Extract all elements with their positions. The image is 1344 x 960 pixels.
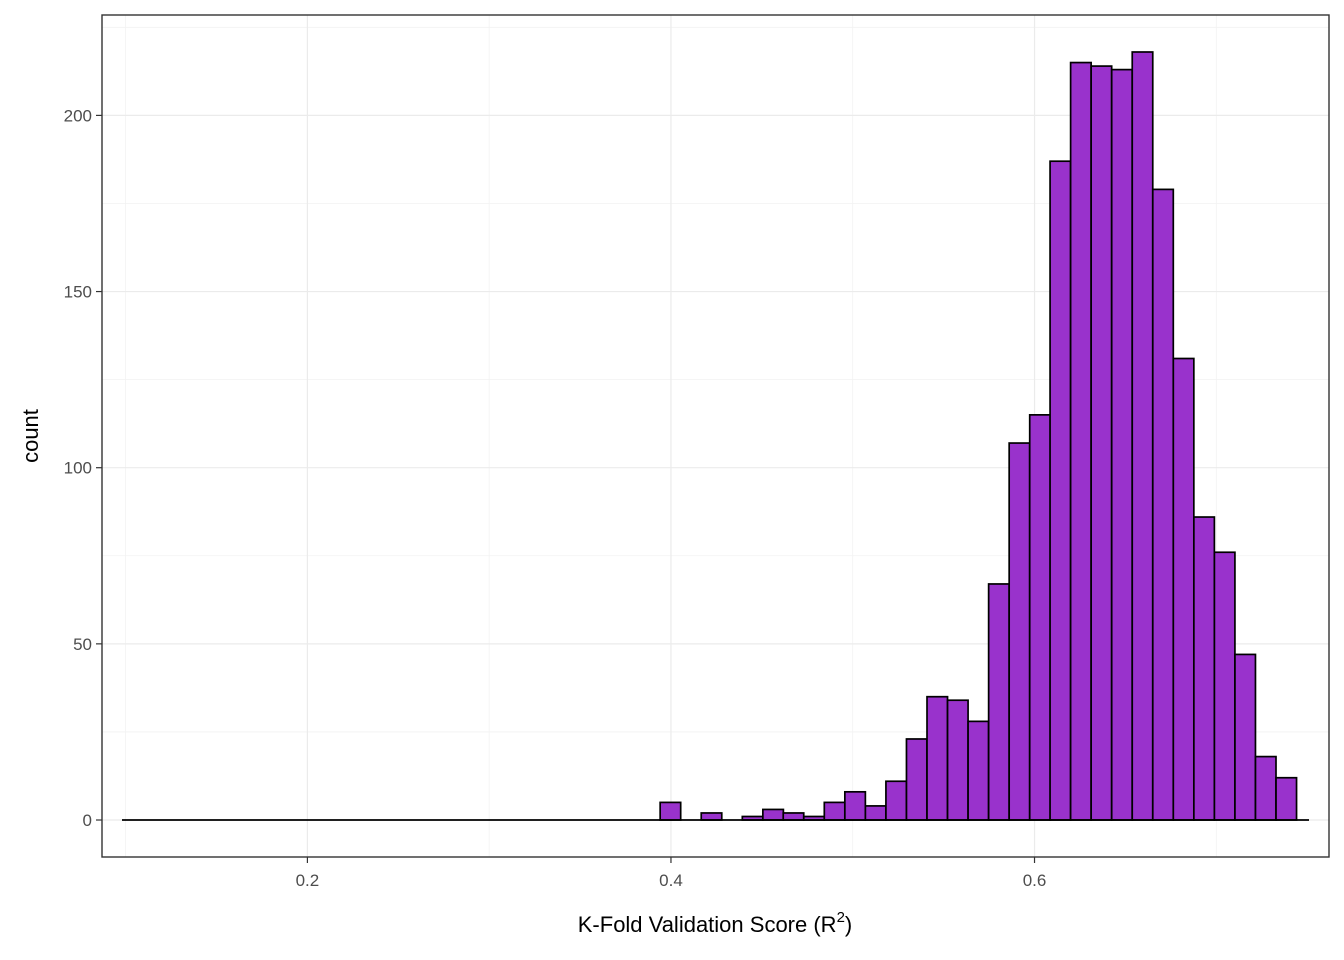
x-axis-title-main: K-Fold Validation Score (R [578,912,837,937]
histogram-bar [1131,51,1154,821]
x-axis: 0.2 0.4 0.6 [296,857,1047,890]
y-tick-label: 200 [64,106,92,125]
grid-lines [102,15,1329,857]
histogram-bar [987,583,1011,821]
histogram-bar [659,801,682,821]
histogram-bar [1151,188,1175,821]
histogram-bar [1028,414,1052,821]
x-axis-title: K-Fold Validation Score (R2) [578,909,852,937]
histogram-bar [1049,160,1072,821]
histogram-bar [1090,65,1113,821]
histogram-bar [885,780,908,821]
histogram-bar [1275,776,1298,821]
histogram-bar [700,812,723,821]
histogram-bar [823,801,846,821]
histogram-bar [1193,516,1216,821]
histogram-bar [1213,551,1236,821]
x-tick-label: 0.4 [659,871,683,890]
histogram-bar [967,720,990,821]
histogram-bar [1008,442,1031,821]
histogram-bar [926,695,949,821]
panel-border [101,14,1330,858]
x-axis-title-superscript: 2 [837,909,845,926]
x-tick-label: 0.6 [1023,871,1047,890]
histogram-bar [843,790,867,821]
y-tick-label: 100 [64,459,92,478]
histogram-bar [782,812,805,821]
histogram-bar [1110,68,1134,821]
y-tick-label: 150 [64,283,92,302]
histogram-bar [946,699,969,821]
x-tick-label: 0.2 [296,871,320,890]
histogram-bar [1254,755,1277,821]
y-axis: 0 50 100 150 200 [64,106,102,830]
histogram-bar [1234,653,1257,821]
histogram-bar [864,805,887,821]
histogram-bar [762,808,785,821]
x-axis-title-end: ) [845,912,852,937]
histogram-bar [905,738,928,821]
histogram-bar [1172,357,1195,821]
y-tick-label: 50 [73,635,92,654]
histogram-bar [1069,61,1092,821]
y-axis-title: count [18,409,43,463]
y-tick-label: 0 [83,811,92,830]
histogram-bars [659,51,1298,821]
